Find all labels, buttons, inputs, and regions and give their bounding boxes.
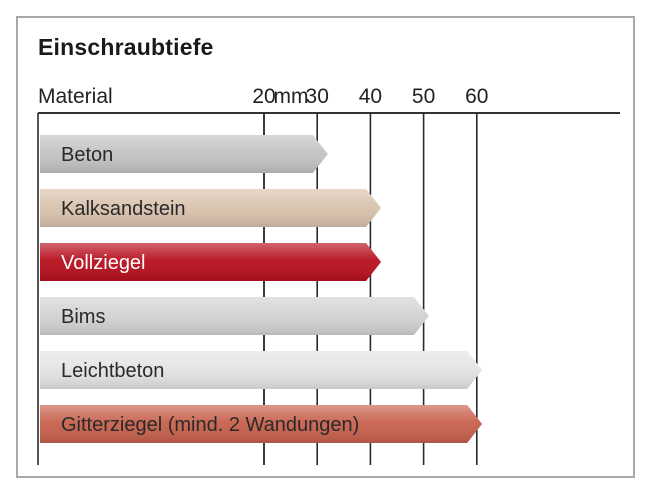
x-tick-label: 20 [252, 85, 275, 108]
bar-row: Leichtbeton [40, 351, 483, 389]
x-tick-label: 50 [412, 85, 435, 108]
bar-label: Beton [61, 144, 113, 166]
bar-row: Beton [40, 135, 328, 173]
bar-row: Gitterziegel (mind. 2 Wandungen) [40, 405, 483, 443]
bar-shading [40, 297, 429, 335]
bar-label: Leichtbeton [61, 360, 164, 382]
bar-label: Vollziegel [61, 252, 146, 274]
category-axis-label: Material [38, 85, 113, 108]
bar-shading [40, 405, 483, 443]
bar-shading [40, 189, 382, 227]
bar-shading [40, 135, 328, 173]
bar-row: Vollziegel [40, 243, 382, 281]
bar-shading [40, 351, 483, 389]
bar-label: Kalksandstein [61, 198, 186, 220]
chart-title: Einschraubtiefe [38, 34, 214, 60]
x-tick-label: 30 [306, 85, 329, 108]
x-tick-label: 40 [359, 85, 382, 108]
unit-label: mm [274, 85, 309, 108]
bar-label: Bims [61, 306, 105, 328]
bar-shading [40, 243, 382, 281]
bar-row: Kalksandstein [40, 189, 382, 227]
bar-row: Bims [40, 297, 429, 335]
bar-label: Gitterziegel (mind. 2 Wandungen) [61, 414, 359, 436]
x-tick-label: 60 [465, 85, 488, 108]
